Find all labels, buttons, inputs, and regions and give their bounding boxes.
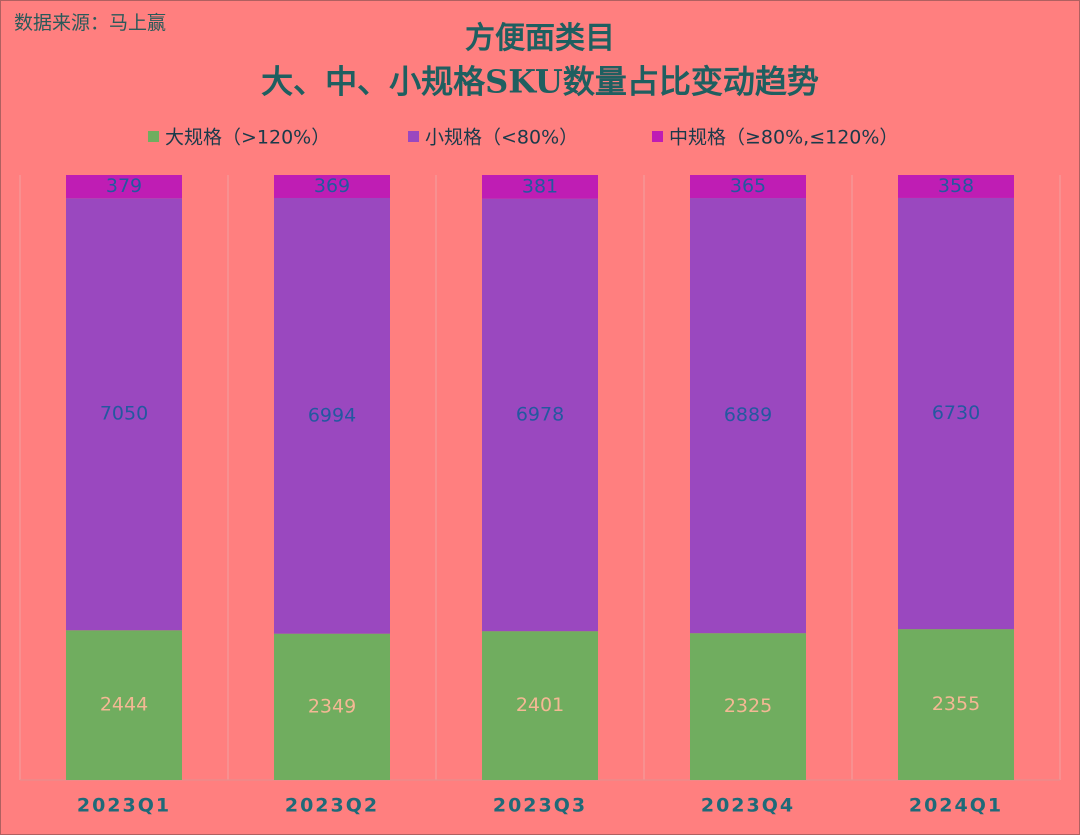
bar-segment <box>274 175 390 198</box>
legend-label: 小规格（<80%） <box>425 127 578 149</box>
data-label: 6978 <box>516 403 564 425</box>
bar-segment <box>274 633 390 780</box>
data-label: 6889 <box>724 404 772 426</box>
bar-segment <box>898 175 1014 198</box>
data-label: 369 <box>314 175 350 197</box>
x-tick-label: 2024Q1 <box>909 795 1003 817</box>
legend-swatch <box>652 131 663 142</box>
data-label: 7050 <box>100 403 148 425</box>
data-label: 2444 <box>100 694 148 716</box>
x-tick-label: 2023Q2 <box>285 795 379 817</box>
chart-title: 方便面类目 <box>465 21 615 56</box>
data-label: 2349 <box>308 695 356 717</box>
x-tick-label: 2023Q3 <box>493 795 587 817</box>
bar-segment <box>66 630 182 780</box>
bar-segment <box>898 629 1014 780</box>
bar-segment <box>690 198 806 634</box>
legend-swatch <box>408 131 419 142</box>
data-label: 2355 <box>932 693 980 715</box>
x-tick-label: 2023Q4 <box>701 795 795 817</box>
bar-segment <box>66 198 182 631</box>
bar-segment <box>66 175 182 199</box>
source-note: 数据来源：马上赢 <box>14 12 166 34</box>
bar-segment <box>898 197 1014 630</box>
bar-segment <box>482 198 598 632</box>
data-label: 381 <box>522 175 558 197</box>
bar-segment <box>482 175 598 199</box>
legend: 大规格（>120%） 小规格（<80%） 中规格（≥80%,≤120%） <box>148 127 898 149</box>
bar-segment <box>482 631 598 780</box>
chart-subtitle: 大、中、小规格SKU数量占比变动趋势 <box>261 63 819 101</box>
data-label: 6994 <box>308 404 356 426</box>
data-label: 379 <box>106 175 142 197</box>
bar-segment <box>690 175 806 199</box>
legend-label: 大规格（>120%） <box>165 127 330 149</box>
x-tick-label: 2023Q1 <box>77 795 171 817</box>
legend-swatch <box>148 131 159 142</box>
legend-label: 中规格（≥80%,≤120%） <box>669 127 898 149</box>
data-label: 358 <box>938 175 974 197</box>
data-label: 6730 <box>932 402 980 424</box>
data-label: 365 <box>730 175 766 197</box>
bar-segment <box>690 633 806 780</box>
bar-segment <box>274 197 390 634</box>
data-label: 2401 <box>516 694 564 716</box>
data-label: 2325 <box>724 695 772 717</box>
